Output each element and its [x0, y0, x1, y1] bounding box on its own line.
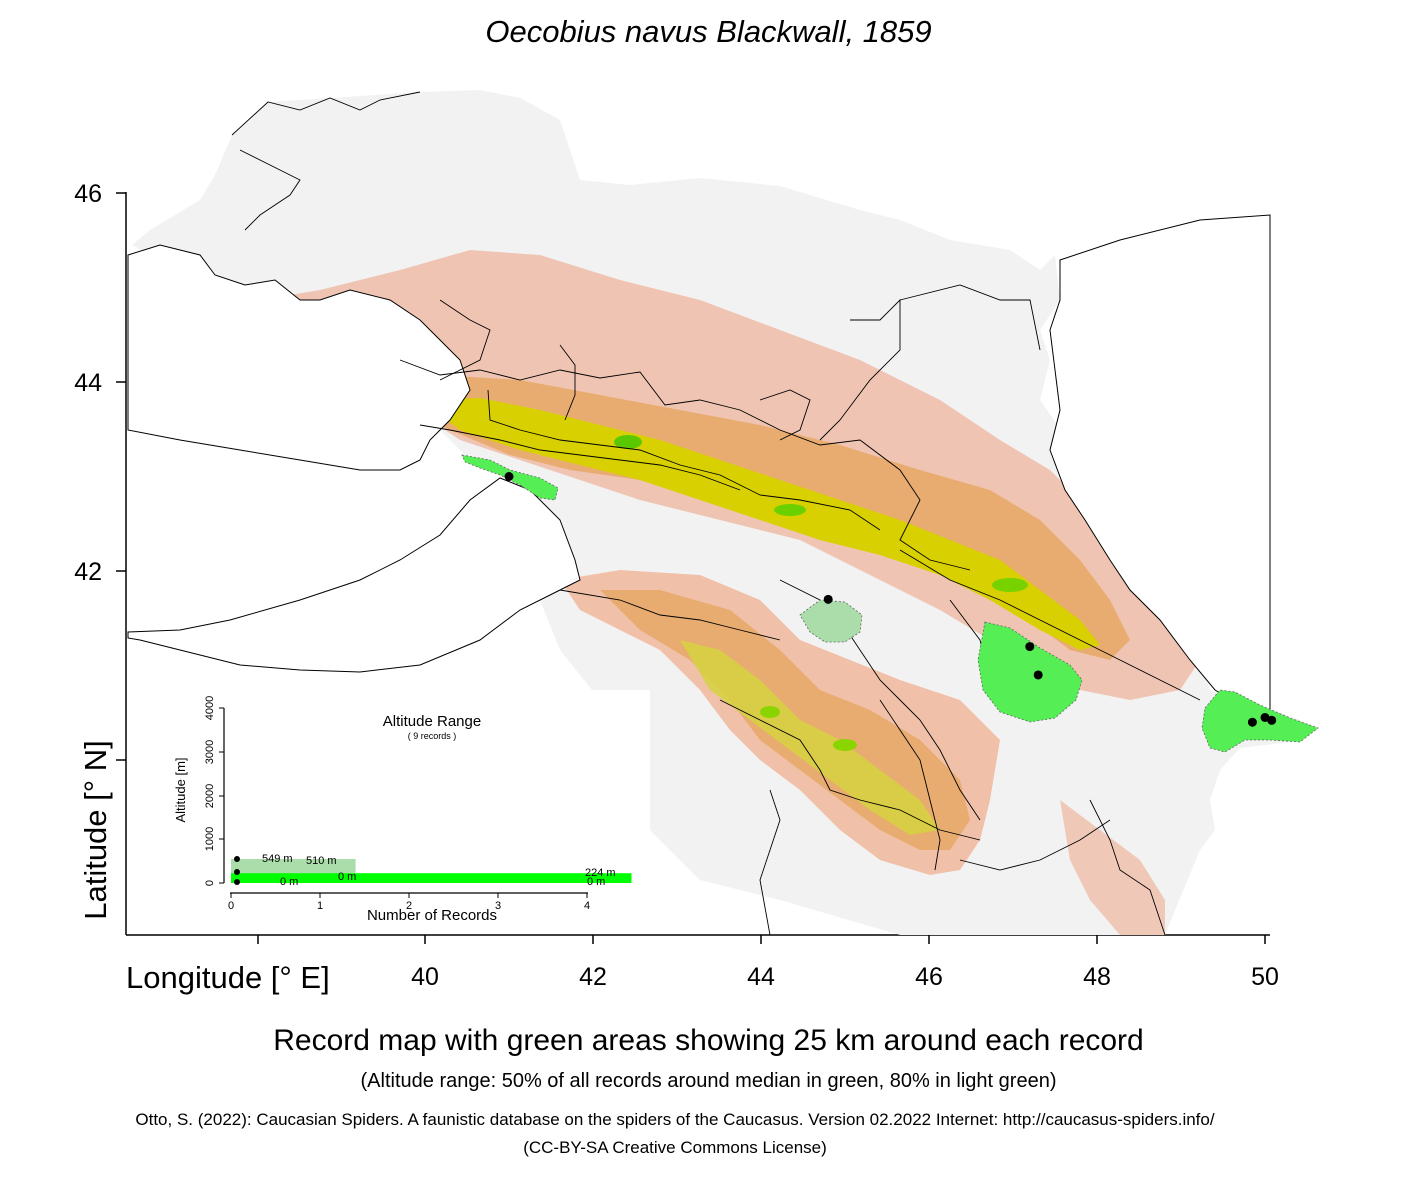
black-sea — [127, 477, 581, 673]
peak-kazbek — [774, 504, 806, 516]
x-tick-label: 42 — [579, 963, 607, 991]
inset-x-label: Number of Records — [367, 907, 497, 924]
border-line — [487, 389, 881, 531]
map-title: Oecobius navus Blackwall, 1859 — [485, 14, 932, 49]
inset-record-dot — [234, 879, 240, 885]
y-ticks: 46 44 42 — [74, 180, 126, 761]
border-line — [899, 284, 1041, 351]
border-line — [819, 298, 901, 441]
inset-y-label: Altitude [m] — [173, 757, 188, 822]
inset-x-tick-label: 0 — [228, 900, 234, 912]
record-point — [1247, 717, 1257, 727]
inset-y-tick-label: 1000 — [204, 827, 216, 851]
border-line — [719, 699, 981, 841]
peak-aragats — [760, 706, 780, 718]
inset-x-ticks: 0 1 2 3 4 — [228, 893, 590, 912]
black-sea-north — [127, 244, 471, 471]
record-area-baku — [1201, 689, 1319, 753]
record-area-sheki — [977, 621, 1083, 723]
altitude-inset: 0 1000 2000 3000 4000 0 1 2 3 4 Altitude… — [150, 690, 650, 925]
inset-background — [150, 690, 650, 925]
inset-y-tick-label: 0 — [204, 880, 216, 886]
peak-bazarduzu — [992, 578, 1028, 592]
x-tick-label: 44 — [747, 963, 775, 991]
record-points — [504, 472, 1277, 727]
inset-bar-50-percent — [231, 873, 632, 883]
inset-record-dot — [234, 856, 240, 862]
inset-x-tick-label: 2 — [406, 900, 412, 912]
map-subcaption: (Altitude range: 50% of all records arou… — [360, 1070, 1057, 1092]
border-line — [959, 819, 1111, 871]
inset-label-low-50: 0 m — [587, 876, 605, 888]
inset-x-tick-label: 4 — [584, 900, 590, 912]
coastline — [239, 149, 301, 231]
record-point — [504, 472, 514, 481]
inset-x-tick-label: 3 — [495, 900, 501, 912]
inset-title: Altitude Range — [383, 713, 481, 730]
border-line — [559, 344, 576, 421]
inset-record-dot — [234, 869, 240, 875]
citation-text: Otto, S. (2022): Caucasian Spiders. A fa… — [135, 1110, 1215, 1129]
inset-subtitle: ( 9 records ) — [408, 731, 457, 741]
water-bodies — [127, 214, 1271, 726]
land-high-lesser — [680, 640, 940, 835]
x-ticks: 40 42 44 46 48 50 — [257, 935, 1279, 991]
record-point — [1025, 642, 1035, 652]
border-line — [439, 299, 491, 381]
border-line — [899, 549, 1201, 701]
land-high-main — [420, 398, 1100, 650]
y-tick-label: 44 — [74, 369, 102, 397]
x-tick-label: 46 — [915, 963, 943, 991]
inset-label-low-80: 0 m — [280, 876, 298, 888]
river-line — [419, 424, 741, 491]
peak-elbrus — [614, 435, 642, 449]
license-text: (CC-BY-SA Creative Commons License) — [523, 1138, 827, 1157]
inset-label-high-50: 224 m — [585, 867, 616, 879]
x-tick-label: 50 — [1251, 963, 1279, 991]
land-southeast — [1060, 800, 1165, 935]
y-tick-label: 46 — [74, 180, 102, 208]
border-line — [1089, 799, 1166, 936]
record-point — [1260, 712, 1270, 722]
border-line — [759, 389, 811, 441]
border-line — [399, 359, 971, 571]
inset-y-tick-label: 4000 — [204, 696, 216, 720]
inset-y-ticks: 0 1000 2000 3000 4000 — [204, 696, 224, 886]
inset-y-tick-label: 2000 — [204, 784, 216, 808]
river-line — [559, 589, 781, 641]
caspian-sea — [1049, 214, 1271, 726]
record-point — [1033, 670, 1043, 680]
border-line — [879, 699, 941, 871]
inset-label-mid-range: 0 m — [338, 871, 356, 883]
record-point — [823, 594, 833, 604]
x-tick-label: 48 — [1083, 963, 1111, 991]
peak-lesser-east — [833, 739, 857, 751]
map-caption: Record map with green areas showing 25 k… — [273, 1024, 1144, 1057]
x-axis-label: Longitude [° E] — [126, 960, 330, 995]
inset-label-mid-80: 510 m — [306, 855, 337, 867]
record-point — [1267, 715, 1277, 725]
inset-label-high-80: 549 m — [262, 853, 293, 865]
y-axis-label: Latitude [° N] — [78, 740, 113, 920]
x-tick-label: 40 — [411, 963, 439, 991]
inset-y-tick-label: 3000 — [204, 740, 216, 764]
border-line — [759, 789, 781, 936]
y-tick-label: 42 — [74, 558, 102, 586]
inset-x-tick-label: 1 — [317, 900, 323, 912]
coastline — [231, 91, 421, 136]
